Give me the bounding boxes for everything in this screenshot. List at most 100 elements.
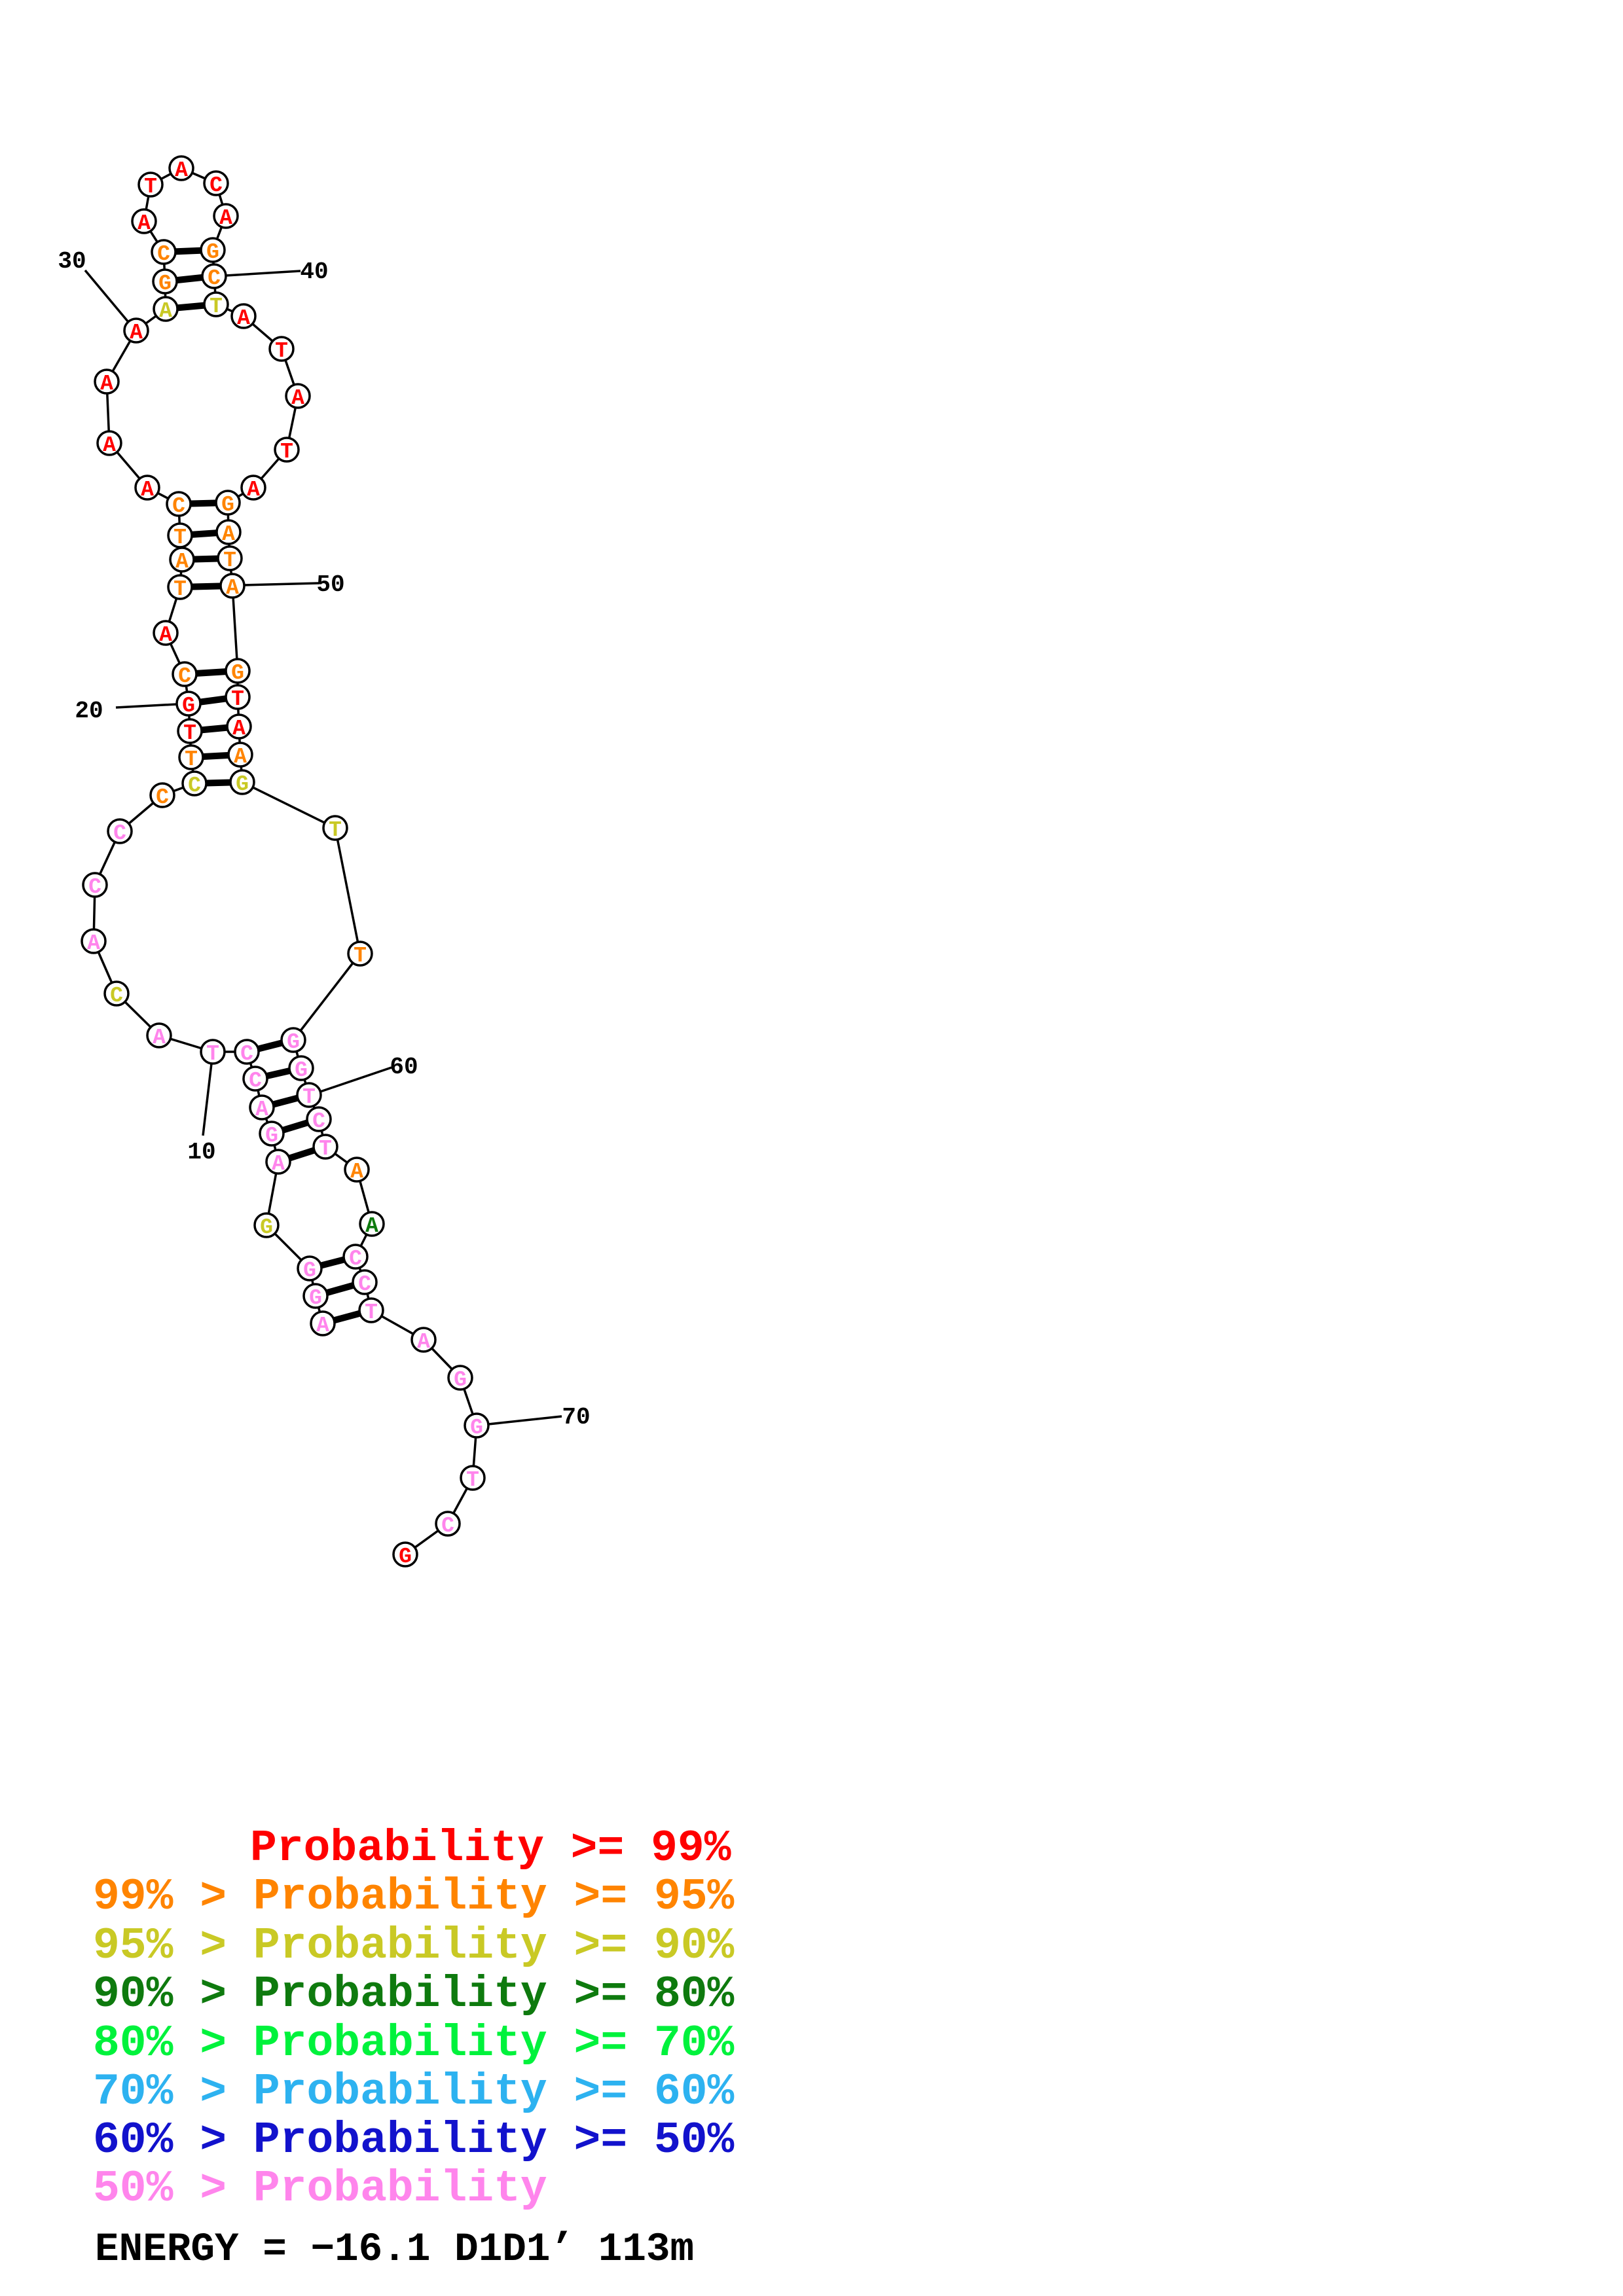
position-label-20: 20 [75, 698, 103, 725]
nucleotide-circle [217, 545, 243, 571]
probability-legend: Probability >= 99%99% > Probability >= 9… [93, 1823, 735, 2214]
nucleotide-base-letter: A [350, 1160, 363, 1184]
nucleotide-30-A: A [123, 317, 149, 345]
nucleotide-52-T: T [225, 684, 251, 711]
nucleotide-circle [410, 1327, 437, 1353]
nucleotide-circle [342, 1244, 369, 1270]
nucleotide-57-T: T [347, 941, 373, 968]
nucleotide-base-letter: A [272, 1152, 285, 1176]
nucleotide-base-letter: G [221, 493, 234, 517]
legend-line-3: 95% > Probability >= 90% [93, 1921, 735, 1971]
nucleotide-43-T: T [268, 336, 295, 363]
nucleotide-circle [201, 263, 227, 289]
nucleotide-base-letter: G [287, 1030, 300, 1054]
nucleotide-base-letter: C [249, 1069, 262, 1093]
nucleotide-base-letter: T [185, 747, 198, 772]
nucleotide-base-letter: G [182, 694, 195, 718]
nucleotide-36-A: A [168, 155, 194, 183]
position-label-layer: 10 20 30 40 50 60 70 [58, 248, 590, 1431]
nucleotide-50-A: A [219, 573, 246, 600]
nucleotide-60-T: T [296, 1082, 322, 1109]
nucleotide-base-letter: A [103, 433, 116, 457]
nucleotide-18-T: T [178, 744, 204, 772]
nucleotide-circle [219, 573, 246, 599]
backbone-segment [292, 952, 361, 1041]
backbone-segment [231, 585, 239, 672]
nucleotide-31-A: A [153, 296, 179, 323]
nucleotide-circle [215, 490, 241, 516]
legend-line-1: Probability >= 99% [250, 1823, 731, 1874]
nucleotide-base-letter: A [159, 623, 172, 647]
nucleotide-circle [203, 170, 229, 196]
label-leader-line-40 [225, 270, 301, 277]
nucleotide-12-C: C [103, 980, 130, 1008]
nucleotide-base-letter: T [183, 721, 196, 745]
nucleotide-37-C: C [203, 170, 229, 198]
nucleotide-61-C: C [306, 1106, 332, 1134]
nucleotide-circle [285, 383, 311, 409]
nucleotide-28-A: A [96, 430, 122, 457]
nucleotide-base-letter: C [178, 664, 191, 689]
nucleotide-24-A: A [169, 547, 195, 574]
nucleotide-circle [177, 718, 203, 744]
nucleotide-4-G: G [253, 1212, 280, 1240]
nucleotide-8-C: C [242, 1066, 268, 1093]
nucleotide-base-letter: A [175, 550, 189, 574]
nucleotide-base-letter: G [470, 1416, 483, 1440]
nucleotide-base-letter: C [110, 984, 123, 1008]
nucleotide-base-letter: C [208, 266, 221, 291]
nucleotide-base-letter: T [231, 687, 244, 711]
nucleotide-circle [168, 155, 194, 181]
nucleotide-circle [200, 237, 226, 263]
nucleotide-69-G: G [447, 1365, 473, 1392]
position-label-60: 60 [390, 1054, 418, 1081]
nucleotide-base-letter: A [141, 478, 154, 502]
nucleotide-base-letter: T [319, 1137, 332, 1161]
nucleotide-circle [226, 713, 252, 740]
nucleotide-5-A: A [265, 1149, 291, 1176]
nucleotide-33-C: C [151, 239, 177, 266]
nucleotide-circle [265, 1149, 291, 1175]
label-leader-line-70 [488, 1415, 562, 1426]
nucleotide-base-letter: A [247, 478, 260, 502]
nucleotide-34-A: A [131, 208, 157, 236]
nucleotide-circle [447, 1365, 473, 1391]
nucleotide-circle [230, 303, 257, 329]
nucleotide-circle [302, 1283, 329, 1309]
nucleotide-base-letter: A [237, 306, 250, 331]
nucleotide-base-letter: T [144, 175, 157, 199]
nucleotide-circle [81, 928, 107, 954]
nucleotide-base-letter: A [417, 1330, 430, 1354]
nucleotide-circle [347, 941, 373, 967]
nucleotide-base-letter: A [153, 1026, 166, 1050]
nucleotide-11-A: A [146, 1022, 172, 1050]
nucleotide-73-G: G [392, 1541, 418, 1569]
nucleotide-circle [306, 1106, 332, 1132]
label-leader-line-10 [202, 1063, 213, 1136]
nucleotide-circle [167, 522, 193, 548]
nucleotide-base-letter: T [173, 577, 187, 601]
nucleotide-base-letter: G [158, 272, 172, 296]
nucleotide-base-letter: T [275, 339, 288, 363]
nucleotide-base-letter: G [265, 1124, 278, 1148]
nucleotide-circle [181, 770, 208, 797]
nucleotide-circle [94, 368, 120, 395]
nucleotide-68-A: A [410, 1327, 437, 1354]
nucleotide-base-letter: C [240, 1042, 253, 1066]
nucleotide-circle [227, 742, 253, 768]
nucleotide-6-G: G [259, 1121, 285, 1148]
nucleotide-base-letter: C [172, 494, 185, 518]
nucleotide-base-letter: C [358, 1272, 371, 1297]
nucleotide-base-letter: A [87, 931, 100, 956]
nucleotide-62-T: T [312, 1134, 338, 1161]
label-leader-line-30 [84, 269, 130, 323]
nucleotide-circle [435, 1511, 461, 1537]
nucleotide-40-C: C [201, 263, 227, 291]
nucleotide-circle [146, 1022, 172, 1049]
backbone-segment [334, 827, 361, 954]
nucleotide-base-letter: A [234, 745, 247, 769]
nucleotide-circle [259, 1121, 285, 1147]
nucleotide-72-C: C [435, 1511, 461, 1538]
nucleotide-20-G: G [175, 691, 202, 718]
